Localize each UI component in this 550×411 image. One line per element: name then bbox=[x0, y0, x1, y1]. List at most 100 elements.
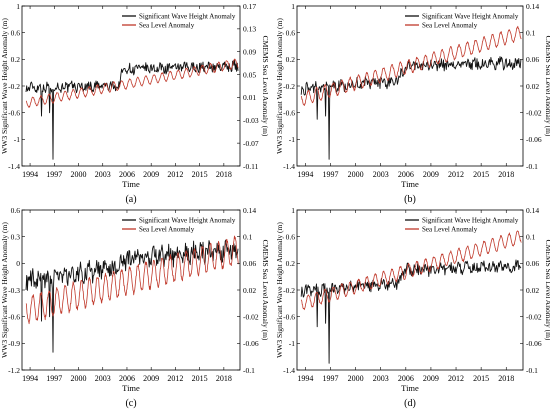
panel-label: (a) bbox=[125, 194, 136, 205]
y-tick-label-right: -0.06 bbox=[526, 135, 542, 144]
y-tick-label-left: -0.3 bbox=[8, 286, 20, 295]
x-tick-label: 2006 bbox=[119, 170, 135, 179]
x-tick-label: 2000 bbox=[71, 374, 87, 383]
panel-label: (c) bbox=[125, 398, 136, 409]
y-tick-label-left: 0.6 bbox=[286, 232, 296, 241]
x-tick-label: 1994 bbox=[297, 170, 313, 179]
y-tick-label-left: 0.3 bbox=[11, 232, 21, 241]
x-tick-label: 1997 bbox=[322, 170, 338, 179]
x-tick-label: 2009 bbox=[423, 374, 439, 383]
y-tick-label-left: -0.9 bbox=[8, 339, 20, 348]
series-line-sea-level bbox=[301, 25, 522, 106]
x-tick-label: 2018 bbox=[216, 170, 232, 179]
x-tick-label: 2000 bbox=[348, 374, 364, 383]
x-tick-label: 2009 bbox=[423, 170, 439, 179]
y-tick-label-right: 0.06 bbox=[243, 259, 256, 268]
x-tick-label: 1994 bbox=[22, 374, 38, 383]
x-tick-label: 1994 bbox=[22, 170, 38, 179]
x-tick-label: 2018 bbox=[498, 170, 514, 179]
y-tick-label-right: 0.17 bbox=[243, 2, 256, 11]
y-tick-label-right: 0.02 bbox=[526, 82, 539, 91]
y-tick-label-left: -0.2 bbox=[283, 286, 295, 295]
y-axis-label-right: CMEMS Sea Level Anomaly (m) bbox=[544, 36, 550, 137]
series-line-wave-height bbox=[25, 239, 239, 353]
plot-frame bbox=[21, 5, 241, 167]
x-tick-label: 2003 bbox=[95, 170, 111, 179]
legend-label: Significant Wave Height Anomaly bbox=[422, 13, 519, 21]
y-axis-label-left: WW3 Significant Wave Height Anomaly (m) bbox=[275, 222, 284, 358]
x-tick-label: 1997 bbox=[46, 170, 62, 179]
x-tick-label: 2012 bbox=[448, 170, 464, 179]
x-tick-label: 2006 bbox=[119, 374, 135, 383]
y-tick-label-right: -0.1 bbox=[526, 162, 538, 171]
y-tick-label-right: 0.14 bbox=[526, 206, 539, 215]
legend-label: Sea Level Anomaly bbox=[422, 22, 478, 30]
y-tick-label-left: 0.6 bbox=[11, 28, 21, 37]
x-tick-label: 2003 bbox=[373, 170, 389, 179]
legend-label: Significant Wave Height Anomaly bbox=[139, 13, 236, 21]
y-tick-label-left: -0.6 bbox=[283, 108, 295, 117]
y-tick-label-right: 0.1 bbox=[243, 232, 253, 241]
panel-label: (d) bbox=[404, 398, 416, 409]
y-tick-label-right: 0.01 bbox=[243, 93, 256, 102]
x-tick-label: 2015 bbox=[192, 374, 208, 383]
x-tick-label: 2006 bbox=[398, 374, 414, 383]
legend-label: Significant Wave Height Anomaly bbox=[139, 217, 236, 225]
y-tick-label-right: -0.02 bbox=[243, 312, 259, 321]
x-tick-label: 2018 bbox=[498, 374, 514, 383]
y-tick-label-right: 0.06 bbox=[526, 259, 539, 268]
y-tick-label-left: -1.4 bbox=[283, 162, 295, 171]
y-tick-label-right: -0.02 bbox=[526, 312, 542, 321]
y-axis-label-left: WW3 Significant Wave Height Anomaly (m) bbox=[275, 18, 284, 154]
legend-label: Sea Level Anomaly bbox=[139, 22, 195, 30]
chart-panel-c: 1994 1997 2000 2003 2006 2009 2012 2015 2018 -1.2… bbox=[0, 206, 270, 409]
y-tick-label-right: -0.07 bbox=[243, 139, 259, 148]
legend-label: Sea Level Anomaly bbox=[139, 226, 195, 234]
y-tick-label-right: 0.02 bbox=[243, 286, 256, 295]
y-tick-label-left: -1 bbox=[14, 135, 20, 144]
x-tick-label: 2000 bbox=[71, 170, 87, 179]
x-tick-label: 2012 bbox=[448, 374, 464, 383]
legend-label: Sea Level Anomaly bbox=[422, 226, 478, 234]
y-axis-label-right: CMEMS Sea Level Anomaly (m) bbox=[544, 240, 550, 341]
series-line-wave-height bbox=[300, 56, 522, 160]
x-tick-label: 2009 bbox=[143, 170, 159, 179]
y-tick-label-right: 0.1 bbox=[526, 232, 536, 241]
series-line-sea-level bbox=[25, 58, 239, 108]
x-tick-label: 2009 bbox=[143, 374, 159, 383]
series-line-sea-level bbox=[25, 235, 239, 325]
y-tick-label-left: -1.4 bbox=[8, 162, 20, 171]
y-tick-label-left: 0.2 bbox=[286, 55, 296, 64]
y-axis-label-left: WW3 Significant Wave Height Anomaly (m) bbox=[0, 18, 9, 154]
y-tick-label-left: -0.6 bbox=[8, 108, 20, 117]
panel-label: (b) bbox=[404, 194, 416, 205]
y-tick-label-right: 0.05 bbox=[243, 70, 256, 79]
y-tick-label-left: -0.2 bbox=[8, 82, 20, 91]
y-tick-label-left: -1.2 bbox=[8, 366, 20, 375]
y-tick-label-left: 1 bbox=[16, 2, 20, 11]
x-axis-label: Time bbox=[122, 179, 140, 189]
x-tick-label: 2012 bbox=[167, 170, 183, 179]
y-tick-label-right: 0.14 bbox=[526, 2, 539, 11]
y-tick-label-right: 0.09 bbox=[243, 48, 256, 57]
y-tick-label-left: 0.6 bbox=[286, 28, 296, 37]
series-line-sea-level bbox=[300, 230, 522, 311]
y-tick-label-left: -0.6 bbox=[8, 312, 20, 321]
y-tick-label-right: 0.13 bbox=[243, 25, 256, 34]
x-tick-label: 2015 bbox=[192, 170, 208, 179]
y-tick-label-left: 0.2 bbox=[286, 259, 296, 268]
x-tick-label: 2000 bbox=[348, 170, 364, 179]
y-tick-label-left: 0 bbox=[16, 259, 20, 268]
y-tick-label-left: -1 bbox=[289, 135, 295, 144]
plot-frame bbox=[21, 209, 241, 371]
chart-panel-b: 1994 1997 2000 2003 2006 2009 2012 2015 2018 -1.4… bbox=[275, 2, 550, 205]
y-tick-label-right: 0.02 bbox=[526, 286, 539, 295]
x-tick-label: 2003 bbox=[95, 374, 111, 383]
x-tick-label: 1997 bbox=[46, 374, 62, 383]
x-axis-label: Time bbox=[401, 179, 419, 189]
chart-panel-d: 1994 1997 2000 2003 2006 2009 2012 2015 2018 -1.4… bbox=[275, 206, 550, 409]
y-tick-label-right: -0.1 bbox=[243, 366, 255, 375]
series-line-wave-height bbox=[300, 259, 522, 364]
x-tick-label: 1994 bbox=[297, 374, 313, 383]
